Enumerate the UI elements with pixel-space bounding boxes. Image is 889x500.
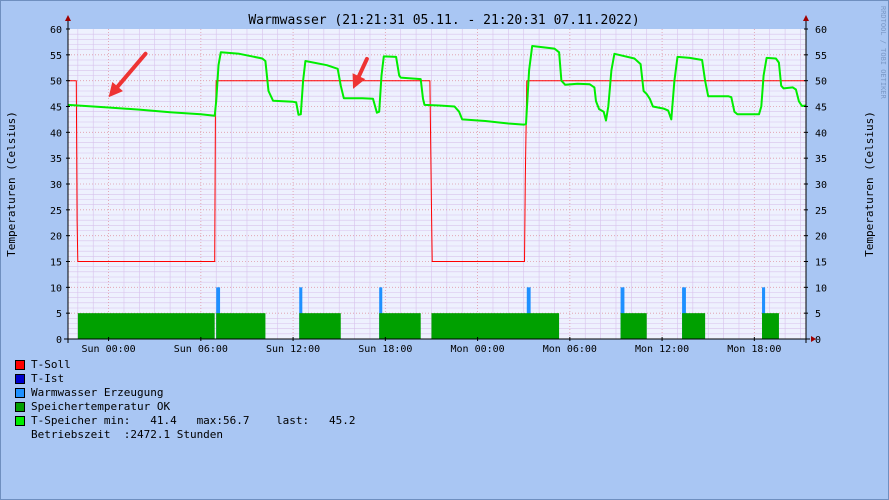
y-tick-label-left: 45 — [50, 103, 62, 114]
area-speichertemperatur-ok — [762, 313, 779, 339]
x-axis-arrow — [811, 336, 816, 342]
x-tick-label: Sun 06:00 — [174, 344, 228, 355]
series-line-t-soll — [68, 80, 806, 262]
y-tick-label-right: 15 — [815, 258, 827, 269]
series-line-t-speicher — [67, 45, 807, 126]
legend-label: Speichertemperatur OK — [31, 400, 171, 413]
y-tick-label-right: 35 — [815, 154, 827, 165]
y-tick-label-left: 50 — [50, 77, 62, 88]
legend-entry: T-Ist — [15, 372, 356, 386]
y-tick-label-left: 15 — [50, 258, 62, 269]
y-tick-label-left: 30 — [50, 180, 62, 191]
y-tick-label-right: 20 — [815, 232, 827, 243]
legend-swatch — [15, 402, 25, 412]
y-tick-label-right: 0 — [815, 335, 821, 346]
legend-entry: Betriebszeit :2472.1 Stunden — [15, 428, 356, 442]
y-tick-label-right: 60 — [815, 25, 827, 36]
y-tick-label-right: 10 — [815, 283, 827, 294]
y-tick-label-right: 40 — [815, 128, 827, 139]
legend-label: T-Soll — [31, 358, 71, 371]
area-speichertemperatur-ok — [431, 313, 560, 339]
area-speichertemperatur-ok — [299, 313, 341, 339]
x-tick-label: Mon 06:00 — [543, 344, 597, 355]
area-speichertemperatur-ok — [77, 313, 215, 339]
legend-entry: Speichertemperatur OK — [15, 400, 356, 414]
y-axis-arrow-right — [803, 15, 809, 21]
y-tick-label-right: 45 — [815, 103, 827, 114]
y-tick-label-left: 60 — [50, 25, 62, 36]
x-tick-label: Sun 18:00 — [358, 344, 412, 355]
y-tick-label-right: 50 — [815, 77, 827, 88]
legend-label: T-Speicher min: 41.4 max:56.7 last: 45.2 — [31, 414, 356, 427]
area-speichertemperatur-ok — [379, 313, 421, 339]
y-tick-label-left: 40 — [50, 128, 62, 139]
rrdtool-watermark: RRDTOOL / TOBI OETIKER — [879, 6, 887, 100]
x-tick-label: Mon 12:00 — [635, 344, 689, 355]
x-tick-label: Mon 18:00 — [727, 344, 781, 355]
chart-title: Warmwasser (21:21:31 05.11. - 21:20:31 0… — [248, 13, 639, 28]
annotation-arrow-head — [108, 81, 123, 98]
legend-swatch — [15, 416, 25, 426]
legend-label: Betriebszeit :2472.1 Stunden — [31, 428, 224, 441]
area-speichertemperatur-ok — [216, 313, 266, 339]
x-tick-label: Sun 00:00 — [81, 344, 135, 355]
y-axis-label-right: Temperaturen (Celsius) — [863, 111, 876, 257]
y-tick-label-left: 35 — [50, 154, 62, 165]
y-tick-label-left: 0 — [56, 335, 62, 346]
y-tick-label-left: 25 — [50, 206, 62, 217]
y-tick-label-left: 10 — [50, 283, 62, 294]
legend-entry: T-Speicher min: 41.4 max:56.7 last: 45.2 — [15, 414, 356, 428]
x-tick-label: Mon 00:00 — [450, 344, 504, 355]
legend-label: Warmwasser Erzeugung — [31, 386, 164, 399]
legend-swatch — [15, 360, 25, 370]
y-tick-label-left: 55 — [50, 51, 62, 62]
annotation-arrow-shaft — [115, 51, 148, 89]
legend-swatch — [15, 374, 25, 384]
annotation-arrow-head — [352, 73, 366, 89]
legend-entry: Warmwasser Erzeugung — [15, 386, 356, 400]
legend-entry: T-Soll — [15, 358, 356, 372]
x-tick-label: Sun 12:00 — [266, 344, 320, 355]
y-tick-label-right: 55 — [815, 51, 827, 62]
legend: T-Soll T-Ist Warmwasser Erzeugung Speichert… — [15, 358, 356, 442]
y-tick-label-right: 5 — [815, 309, 821, 320]
legend-swatch — [15, 388, 25, 398]
annotation-arrow-shaft — [356, 56, 369, 79]
area-speichertemperatur-ok — [620, 313, 647, 339]
chart-svg: Warmwasser (21:21:31 05.11. - 21:20:31 0… — [5, 6, 887, 355]
y-tick-label-right: 30 — [815, 180, 827, 191]
y-axis-arrow-left — [65, 15, 71, 21]
area-speichertemperatur-ok — [682, 313, 706, 339]
y-tick-label-left: 5 — [56, 309, 62, 320]
y-axis-label-left: Temperaturen (Celsius) — [5, 111, 18, 257]
y-tick-label-right: 25 — [815, 206, 827, 217]
legend-label: T-Ist — [31, 372, 65, 385]
y-tick-label-left: 20 — [50, 232, 62, 243]
